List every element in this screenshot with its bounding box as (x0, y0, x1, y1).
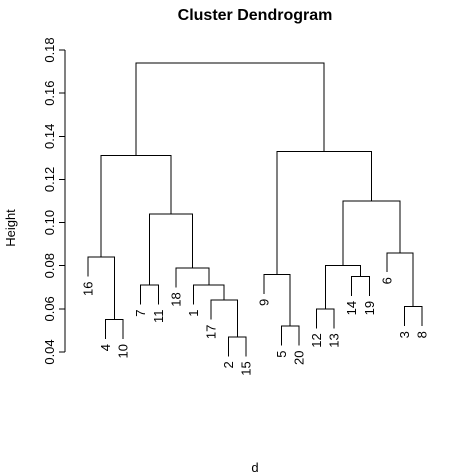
dendrogram-branch (135, 62, 325, 156)
y-tick-label: 0.16 (42, 80, 57, 105)
leaf-label: 3 (397, 331, 412, 338)
y-axis-label: Height (3, 209, 18, 247)
dendrogram-branch (175, 267, 210, 288)
leaf-label: 20 (291, 351, 306, 365)
leaf-label: 15 (239, 361, 254, 375)
dendrogram-branch (351, 276, 370, 296)
leaf-label: 4 (98, 344, 113, 351)
y-tick-label: 0.06 (42, 296, 57, 321)
leaf-label: 1 (186, 310, 201, 317)
x-axis-label: d (251, 460, 258, 474)
y-tick-label: 0.10 (42, 210, 57, 235)
dendrogram-branch (263, 273, 291, 327)
dendrogram-branch (105, 319, 124, 340)
leaf-label: 14 (344, 301, 359, 315)
leaf-label: 13 (327, 333, 342, 347)
leaf-label: 10 (116, 344, 131, 358)
leaf-label: 12 (309, 333, 324, 347)
dendrogram-branch (100, 155, 172, 258)
dendrogram-branch (403, 306, 423, 327)
y-tick-label: 0.08 (42, 253, 57, 278)
leaf-label: 9 (256, 299, 271, 306)
dendrogram-branch (228, 336, 247, 357)
dendrogram-branch (140, 284, 159, 305)
leaf-label: 2 (221, 361, 236, 368)
leaf-label: 5 (274, 351, 289, 358)
y-axis: 0.04 0.06 0.08 0.10 0.12 0.14 0.16 0.18 (42, 37, 66, 365)
dendrogram-branches (87, 62, 423, 357)
dendrogram-branch (342, 200, 401, 266)
dendrogram-branch (192, 284, 225, 305)
leaf-label: 11 (151, 310, 166, 324)
leaf-label: 8 (415, 331, 430, 338)
y-tick-label: 0.12 (42, 167, 57, 192)
leaf-label: 19 (362, 301, 377, 315)
leaf-label: 18 (168, 292, 183, 306)
y-tick-label: 0.04 (42, 339, 57, 364)
dendrogram-branch (280, 325, 300, 346)
leaf-label: 6 (379, 277, 394, 284)
leaf-label: 17 (204, 325, 219, 339)
y-tick-label: 0.14 (42, 124, 57, 149)
y-tick-label: 0.18 (42, 37, 57, 62)
dendrogram-branch (210, 299, 238, 337)
leaf-label: 16 (81, 282, 96, 296)
dendrogram-branch (149, 213, 193, 286)
leaf-label: 7 (133, 310, 148, 317)
dendrogram-branch (276, 150, 372, 275)
dendrogram-branch (316, 308, 335, 329)
chart-title: Cluster Dendrogram (178, 7, 333, 24)
dendrogram-branch (87, 256, 115, 320)
